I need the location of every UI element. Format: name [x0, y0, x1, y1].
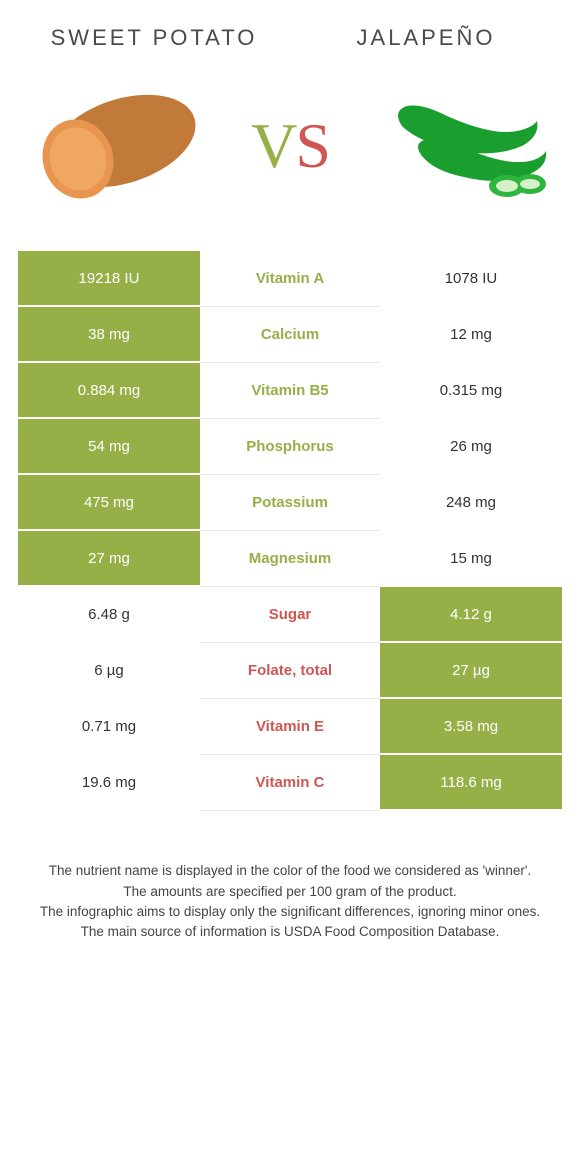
footer-line-1: The nutrient name is displayed in the co…	[28, 861, 552, 881]
table-row: 475 mgPotassium248 mg	[18, 475, 562, 531]
vs-v: V	[251, 110, 295, 181]
left-food-title: SWEET POTATO	[18, 25, 290, 51]
sweet-potato-image	[23, 81, 208, 211]
nutrient-label: Calcium	[200, 307, 380, 363]
right-value: 0.315 mg	[380, 363, 562, 419]
nutrient-label: Sugar	[200, 587, 380, 643]
left-value: 6 µg	[18, 643, 200, 699]
table-row: 0.884 mgVitamin B50.315 mg	[18, 363, 562, 419]
left-value: 0.71 mg	[18, 699, 200, 755]
images-row: VS	[18, 81, 562, 211]
right-value: 118.6 mg	[380, 755, 562, 811]
table-row: 19.6 mgVitamin C118.6 mg	[18, 755, 562, 811]
footer-line-3: The infographic aims to display only the…	[28, 902, 552, 922]
footer-line-4: The main source of information is USDA F…	[28, 922, 552, 942]
left-value: 19.6 mg	[18, 755, 200, 811]
right-value: 4.12 g	[380, 587, 562, 643]
left-value: 0.884 mg	[18, 363, 200, 419]
nutrient-label: Potassium	[200, 475, 380, 531]
right-value: 248 mg	[380, 475, 562, 531]
right-value: 3.58 mg	[380, 699, 562, 755]
vs-label: VS	[251, 109, 329, 183]
right-food-title: JALAPEÑO	[290, 25, 562, 51]
nutrient-label: Folate, total	[200, 643, 380, 699]
right-value: 15 mg	[380, 531, 562, 587]
left-value: 54 mg	[18, 419, 200, 475]
table-row: 6 µgFolate, total27 µg	[18, 643, 562, 699]
right-value: 12 mg	[380, 307, 562, 363]
nutrient-table: 19218 IUVitamin A1078 IU38 mgCalcium12 m…	[18, 251, 562, 811]
nutrient-label: Vitamin C	[200, 755, 380, 811]
footer-line-2: The amounts are specified per 100 gram o…	[28, 882, 552, 902]
left-value: 38 mg	[18, 307, 200, 363]
nutrient-label: Phosphorus	[200, 419, 380, 475]
table-row: 38 mgCalcium12 mg	[18, 307, 562, 363]
table-row: 54 mgPhosphorus26 mg	[18, 419, 562, 475]
right-value: 27 µg	[380, 643, 562, 699]
left-value: 475 mg	[18, 475, 200, 531]
nutrient-label: Vitamin A	[200, 251, 380, 307]
left-value: 6.48 g	[18, 587, 200, 643]
nutrient-label: Magnesium	[200, 531, 380, 587]
table-row: 27 mgMagnesium15 mg	[18, 531, 562, 587]
table-row: 19218 IUVitamin A1078 IU	[18, 251, 562, 307]
table-row: 0.71 mgVitamin E3.58 mg	[18, 699, 562, 755]
jalapeno-image	[372, 81, 557, 211]
nutrient-label: Vitamin B5	[200, 363, 380, 419]
nutrient-label: Vitamin E	[200, 699, 380, 755]
footer-notes: The nutrient name is displayed in the co…	[18, 861, 562, 942]
vs-s: S	[295, 110, 329, 181]
right-value: 1078 IU	[380, 251, 562, 307]
left-value: 27 mg	[18, 531, 200, 587]
header: SWEET POTATO JALAPEÑO	[18, 25, 562, 51]
left-value: 19218 IU	[18, 251, 200, 307]
right-value: 26 mg	[380, 419, 562, 475]
table-row: 6.48 gSugar4.12 g	[18, 587, 562, 643]
